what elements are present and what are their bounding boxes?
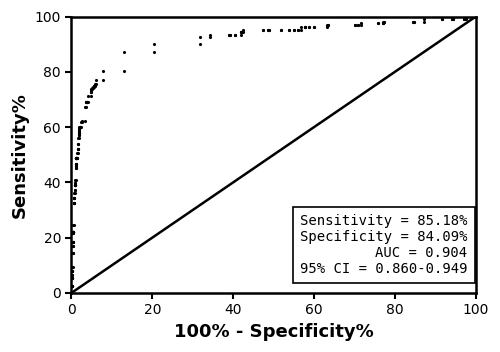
Text: Sensitivity = 85.18%
Specificity = 84.09%
AUC = 0.904
95% CI = 0.860-0.949: Sensitivity = 85.18% Specificity = 84.09… [300,214,468,276]
Y-axis label: Sensitivity%: Sensitivity% [11,92,29,218]
X-axis label: 100% - Specificity%: 100% - Specificity% [174,323,374,341]
